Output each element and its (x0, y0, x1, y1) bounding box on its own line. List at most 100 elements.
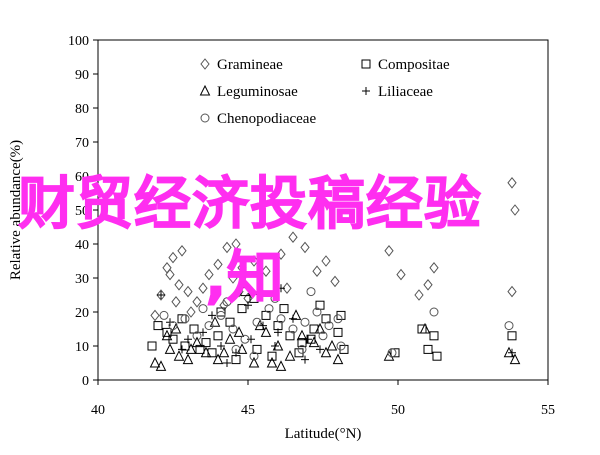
y-tick-label: 10 (75, 340, 89, 355)
compositae-point (249, 293, 259, 303)
chenopodiaceae-point (270, 293, 280, 303)
leguminosae-point (155, 360, 167, 371)
leguminosae-legend-label: Leguminosae (217, 84, 298, 100)
y-tick-label: 40 (75, 238, 89, 253)
legend: Gramineae Compositae Leguminosae Liliaceae C… (199, 57, 450, 127)
chenopodiaceae-point (288, 324, 298, 334)
liliaceae-point (178, 345, 186, 354)
chenopodiaceae-point (333, 314, 343, 324)
liliaceae-point (208, 311, 216, 320)
gramineae-point (222, 241, 232, 254)
liliaceae-legend-marker (362, 87, 370, 95)
y-tick-label: 60 (75, 170, 89, 185)
gramineae-point (234, 285, 244, 298)
gramineae-point (165, 268, 175, 281)
chenopodiaceae-point (324, 321, 334, 331)
gramineae-point (168, 251, 178, 264)
liliaceae-point (316, 345, 324, 354)
chenopodiaceae-point (228, 324, 238, 334)
leguminosae-point (191, 336, 203, 348)
gramineae-point (174, 278, 184, 291)
compositae-point (237, 304, 247, 314)
compositae-point (201, 338, 211, 348)
compositae-point (267, 351, 277, 361)
compositae-point (168, 334, 178, 344)
y-tick-label: 20 (75, 306, 89, 321)
compositae-point (162, 327, 172, 337)
y-tick-label: 0 (82, 374, 89, 389)
gramineae-point (330, 275, 340, 288)
compositae-point (333, 327, 343, 337)
liliaceae-point (157, 291, 165, 299)
liliaceae-point (301, 355, 309, 364)
y-axis-ticks: 0 10 20 30 40 50 60 70 80 90 100 (68, 34, 98, 389)
gramineae-point (228, 272, 238, 284)
leguminosae-point (509, 353, 521, 365)
liliaceae-point (508, 348, 516, 357)
leguminosae-point (320, 346, 332, 358)
chenopodiaceae-point (168, 321, 178, 331)
chenopodiaceae-point (300, 317, 310, 327)
chenopodiaceae-legend-label: Chenopodiaceae (217, 111, 316, 127)
liliaceae-point (271, 342, 279, 350)
gramineae-point (261, 265, 271, 278)
compositae-point (216, 307, 226, 317)
gramineae-point (414, 289, 424, 301)
y-tick-label: 80 (75, 102, 89, 117)
compositae-point (180, 341, 190, 351)
gramineae-point (156, 289, 166, 301)
leguminosae-point (332, 353, 344, 365)
gramineae-point (198, 282, 208, 295)
leguminosae-point (296, 329, 308, 341)
leguminosae-point (260, 326, 272, 337)
liliaceae-point (277, 284, 285, 293)
compositae-point (240, 287, 250, 297)
gramineae-point (282, 282, 292, 295)
chenopodiaceae-point (297, 344, 307, 354)
leguminosae-point (182, 353, 194, 365)
gramineae-point (150, 309, 160, 322)
y-tick-label: 50 (75, 204, 89, 219)
chenopodiaceae-point (504, 321, 514, 331)
leguminosae-point (248, 356, 260, 368)
leguminosae-legend-marker (199, 84, 211, 96)
compositae-legend-label: Compositae (378, 57, 450, 73)
liliaceae-point (274, 328, 282, 337)
liliaceae-point (184, 335, 192, 344)
compositae-point (279, 304, 289, 314)
leguminosae-point (275, 360, 287, 371)
compositae-point (507, 331, 517, 341)
gramineae-point (510, 204, 520, 216)
leguminosae-point (224, 333, 236, 344)
liliaceae-point (247, 335, 255, 344)
leguminosae-point (383, 350, 395, 361)
x-axis-ticks: 40 45 50 55 (91, 380, 555, 418)
liliaceae-point (199, 328, 207, 337)
chenopodiaceae-point (192, 331, 202, 341)
leguminosae-point (308, 336, 320, 348)
compositae-point (390, 348, 400, 358)
chenopodiaceae-legend-marker (200, 113, 210, 123)
compositae-point (294, 348, 304, 358)
y-tick-label: 90 (75, 68, 89, 83)
x-tick-label: 40 (91, 403, 105, 418)
gramineae-point (300, 241, 310, 254)
leguminosae-point (284, 350, 296, 361)
liliaceae-legend-label: Liliaceae (378, 84, 433, 100)
compositae-point (339, 344, 349, 354)
chenopodiaceae-point (216, 310, 226, 320)
leguminosae-point (164, 343, 176, 354)
chenopodiaceae-point (180, 314, 190, 324)
compositae-legend-marker (361, 59, 371, 69)
compositae-point (177, 314, 187, 324)
chenopodiaceae-point (159, 310, 169, 320)
gramineae-point (396, 268, 406, 281)
compositae-point (297, 338, 307, 348)
gramineae-point (276, 248, 286, 261)
gramineae-point (507, 176, 517, 189)
gramineae-legend-label: Gramineae (217, 57, 283, 73)
chenopodiaceae-point (318, 331, 328, 341)
data-points (147, 176, 521, 371)
chenopodiaceae-point (252, 317, 262, 327)
chenopodiaceae-point (336, 341, 346, 351)
